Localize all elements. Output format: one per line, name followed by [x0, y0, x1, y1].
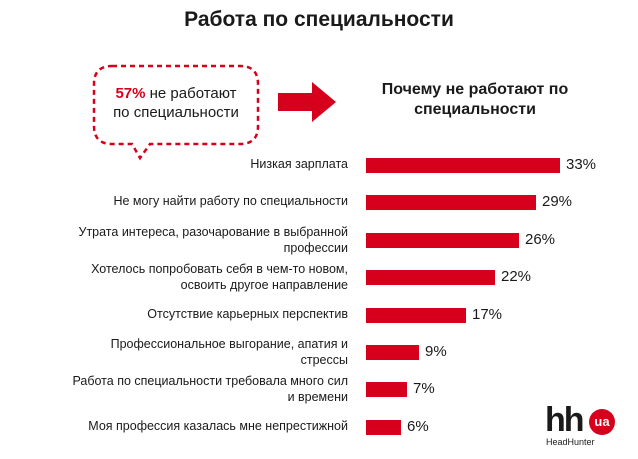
bar-category-label: Утрата интереса, разочарование в выбранн… — [48, 224, 348, 256]
bar-category-label-line: освоить другое направление — [180, 278, 348, 293]
bar-6 — [366, 345, 419, 360]
bar-category-label-line: Не могу найти работу по специальности — [113, 194, 348, 209]
bar-4 — [366, 270, 495, 286]
hh-ua-logo: hh ua HeadHunter — [545, 403, 625, 451]
bar-category-label-line: Моя профессия казалась мне непрестижной — [88, 418, 348, 433]
bar-2 — [366, 195, 536, 211]
bar-7 — [366, 382, 407, 398]
bar-category-label-line: Профессиональное выгорание, апатия и — [110, 337, 348, 351]
bar-category-label-line: Хотелось попробовать себя в чем-то новом… — [91, 262, 348, 277]
bar-category-label: Отсутствие карьерных перспектив — [48, 306, 348, 322]
bar-category-label: Не могу найти работу по специальности — [48, 193, 348, 209]
bar-category-label-line: Низкая зарплата — [250, 157, 348, 171]
bar-5 — [366, 307, 466, 323]
bar-value-label: 26% — [525, 230, 556, 248]
right-arrow-icon — [278, 82, 336, 122]
bar-category-label-line: Работа по специальности требовала много … — [72, 374, 348, 389]
bar-category-label-line: и времени — [287, 390, 348, 405]
bar-1 — [366, 158, 560, 173]
bar-value-label: 7% — [413, 380, 435, 398]
page-title: Работа по специальности — [184, 8, 454, 31]
callout-percent: 57% — [115, 85, 146, 102]
bar-category-label-line: стрессы — [300, 353, 348, 367]
logo-mark: hh — [545, 401, 585, 439]
bar-category-label-line: профессии — [283, 240, 348, 255]
bar-category-label: Работа по специальности требовала много … — [48, 373, 348, 405]
bar-value-label: 17% — [472, 305, 503, 323]
bar-category-label: Профессиональное выгорание, апатия и стре… — [48, 336, 348, 368]
callout-text: 57% не работают по специальности — [94, 84, 258, 122]
bar-value-label: 6% — [407, 417, 429, 435]
bar-category-label-line: Утрата интереса, разочарование в выбранн… — [78, 224, 348, 239]
bar-value-label: 22% — [501, 268, 532, 286]
bar-category-label-line: Отсутствие карьерных перспектив — [147, 306, 348, 321]
bar-category-label: Низкая зарплата — [48, 156, 348, 172]
bar-value-label: 33% — [566, 156, 597, 173]
bar-category-label: Хотелось попробовать себя в чем-то новом… — [48, 261, 348, 293]
bar-8 — [366, 419, 401, 435]
logo-name: HeadHunter — [546, 437, 595, 447]
chart-subtitle: Почему не работают по специальности — [381, 81, 569, 118]
bar-category-label: Моя профессия казалась мне непрестижной — [48, 418, 348, 434]
callout-line2: по специальности — [113, 104, 239, 121]
bar-value-label: 9% — [425, 343, 447, 360]
bar-3 — [366, 232, 519, 248]
logo-badge: ua — [589, 409, 615, 435]
bar-value-label: 29% — [542, 193, 573, 211]
callout-line1: не работают — [145, 85, 237, 102]
